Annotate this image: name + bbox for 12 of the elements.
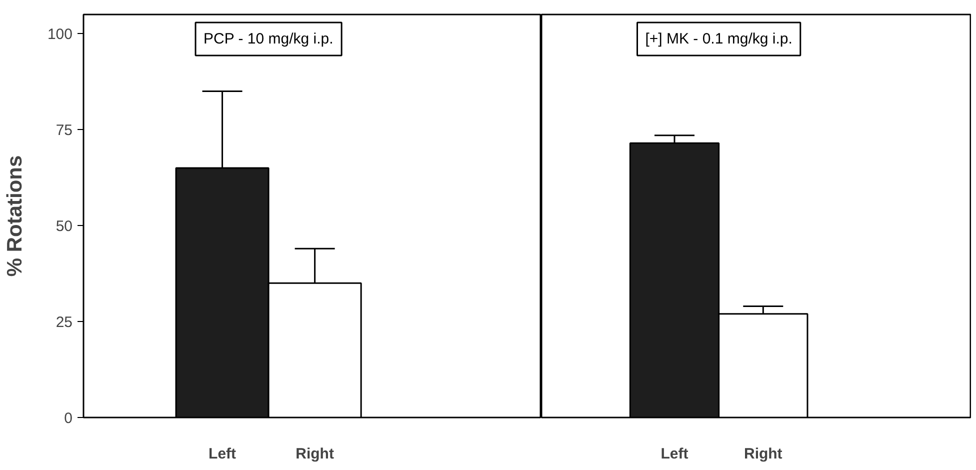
x-tick-label: Left: [660, 446, 688, 462]
y-tick-label: 50: [56, 218, 73, 236]
text: PCP - 10 mg/kg i.p.: [204, 30, 334, 48]
y-tick-label: 0: [64, 410, 72, 427]
y-tick-label: 75: [56, 122, 73, 140]
y-axis-title: % Rotations: [3, 155, 26, 277]
x-tick-label: Right: [296, 446, 334, 462]
text: [+] MK - 0.1 mg/kg i.p.: [645, 30, 792, 48]
x-tick-label: Left: [208, 446, 236, 462]
y-tick-label: 100: [47, 26, 73, 44]
x-tick-label: Right: [744, 446, 782, 462]
y-tick-label: 25: [56, 314, 73, 332]
